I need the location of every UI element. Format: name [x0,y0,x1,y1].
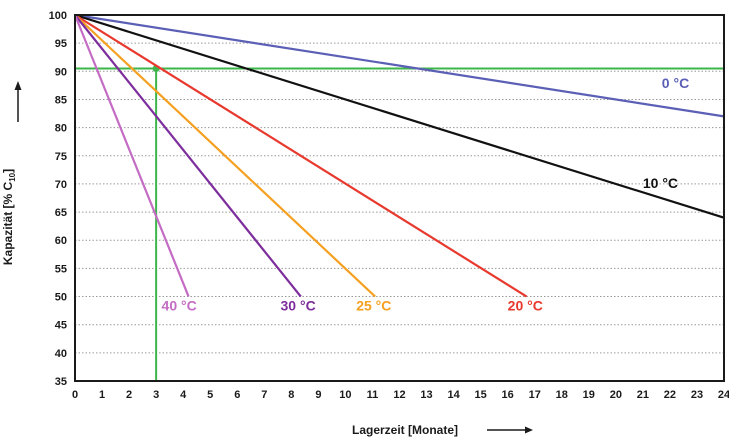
series-label-10c: 10 °C [643,175,678,191]
x-tick-22: 22 [664,389,676,401]
x-tick-13: 13 [420,389,432,401]
y-axis-label: Kapazität [% C10] [1,169,17,265]
y-tick-95: 95 [55,38,67,50]
x-tick-20: 20 [610,389,622,401]
series-label-0c: 0 °C [662,75,689,91]
series-labels: 0 °C 10 °C 20 °C 25 °C 30 °C 40 °C [162,75,690,313]
series-line-30c [74,14,302,298]
y-tick-80: 80 [55,123,67,135]
y-axis-label-main: Kapazität [% C [1,181,15,265]
x-tick-12: 12 [393,389,405,401]
series-line-10c [74,13,725,219]
x-tick-11: 11 [367,389,379,401]
x-tick-7: 7 [261,389,267,401]
y-tick-60: 60 [55,235,67,247]
x-tick-0: 0 [72,389,78,401]
x-tick-1: 1 [99,389,105,401]
x-tick-21: 21 [637,389,649,401]
x-tick-16: 16 [502,389,514,401]
series-line-20c [74,14,528,298]
series-label-40c: 40 °C [162,298,197,314]
y-tick-55: 55 [55,263,67,275]
series-line-40c [73,14,190,297]
y-axis-label-suffix: ] [1,169,15,173]
series-lines [73,13,725,298]
y-tick-45: 45 [55,320,67,332]
x-tick-2: 2 [126,389,132,401]
y-tick-75: 75 [55,151,67,163]
y-tick-65: 65 [55,207,67,219]
y-axis-arrow [14,81,22,122]
x-tick-14: 14 [447,389,460,401]
x-tick-24: 24 [718,389,729,401]
x-axis-arrow [487,426,533,434]
y-axis-label-sub: 10 [8,172,17,181]
x-tick-23: 23 [691,389,703,401]
y-tick-85: 85 [55,94,67,106]
x-tick-17: 17 [529,389,541,401]
y-tick-35: 35 [55,376,67,388]
y-tick-50: 50 [55,292,67,304]
x-tick-labels: 0 1 2 3 4 5 6 7 8 9 10 11 12 13 14 15 16 17 18 19 20 21 22 23 24 [72,389,729,401]
x-axis-label: Lagerzeit [Monate] [352,423,458,437]
x-tick-10: 10 [339,389,351,401]
x-tick-19: 19 [583,389,595,401]
x-tick-4: 4 [180,389,187,401]
plot-frame [74,14,725,382]
x-tick-5: 5 [207,389,213,401]
y-tick-40: 40 [55,348,67,360]
series-line-25c [74,14,376,298]
y-tick-100: 100 [49,10,67,22]
series-label-30c: 30 °C [281,298,316,314]
x-tick-6: 6 [234,389,240,401]
series-label-20c: 20 °C [508,298,543,314]
y-tick-labels: 35 40 45 50 55 60 65 70 75 80 85 90 95 100 [49,10,67,388]
reference-lines [75,64,724,381]
x-tick-18: 18 [556,389,568,401]
series-label-25c: 25 °C [356,298,391,314]
x-tick-8: 8 [288,389,294,401]
x-tick-15: 15 [475,389,487,401]
x-tick-3: 3 [153,389,159,401]
y-tick-90: 90 [55,66,67,78]
series-line-0c [74,13,725,118]
y-tick-70: 70 [55,179,67,191]
x-tick-9: 9 [315,389,321,401]
